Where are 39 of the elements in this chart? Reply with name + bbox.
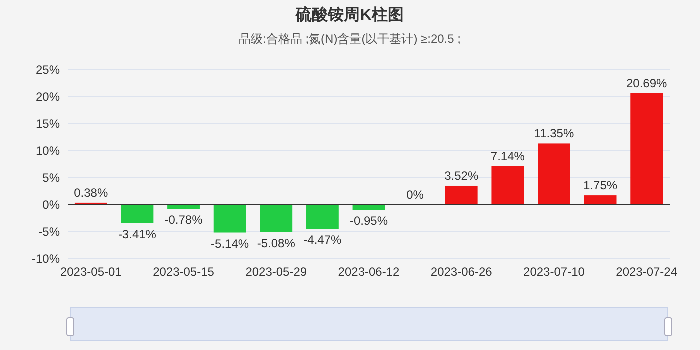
x-tick-label: 2023-07-24 <box>616 265 678 279</box>
data-label: -3.41% <box>118 227 157 242</box>
y-tick-label: 5% <box>42 171 60 185</box>
bar <box>538 144 570 205</box>
data-label: -5.14% <box>211 236 250 251</box>
data-label: 20.69% <box>626 76 668 90</box>
bar <box>630 93 664 205</box>
data-label: -4.47% <box>304 233 342 248</box>
x-tick-label: 2023-06-12 <box>338 265 400 279</box>
y-tick-label: 15% <box>36 117 60 131</box>
x-tick-label: 2023-07-10 <box>524 265 586 279</box>
data-label: -0.95% <box>350 214 388 228</box>
bar <box>121 205 154 224</box>
y-tick-label: -10% <box>32 252 60 266</box>
chart-subtitle: 品级:合格品 ;氮(N)含量(以干基计) ≥:20.5 ; <box>239 32 461 46</box>
bar <box>492 166 524 205</box>
y-tick-label: 0% <box>42 198 60 212</box>
y-tick-label: -5% <box>38 225 60 239</box>
bar <box>260 205 293 232</box>
data-label: 3.52% <box>444 168 479 183</box>
bar <box>214 205 246 233</box>
x-tick-label: 2023-06-26 <box>430 265 493 279</box>
bar <box>306 205 339 230</box>
chart-title: 硫酸铵周K柱图 <box>295 6 404 24</box>
data-label: 1.75% <box>584 178 618 193</box>
x-tick-label: 2023-05-01 <box>60 265 122 279</box>
data-label: 0% <box>406 188 424 202</box>
bar <box>445 186 478 205</box>
data-label: 11.35% <box>534 126 574 141</box>
x-tick-label: 2023-05-29 <box>246 265 308 279</box>
data-label: 7.14% <box>490 149 526 164</box>
data-label: -5.08% <box>257 236 296 250</box>
data-label: -0.78% <box>164 213 204 228</box>
data-label: 0.38% <box>74 186 108 200</box>
y-tick-label: 10% <box>36 144 60 158</box>
y-tick-label: 20% <box>36 90 60 104</box>
bar <box>584 196 617 205</box>
x-tick-label: 2023-05-15 <box>153 265 215 279</box>
y-tick-label: 25% <box>36 63 60 77</box>
